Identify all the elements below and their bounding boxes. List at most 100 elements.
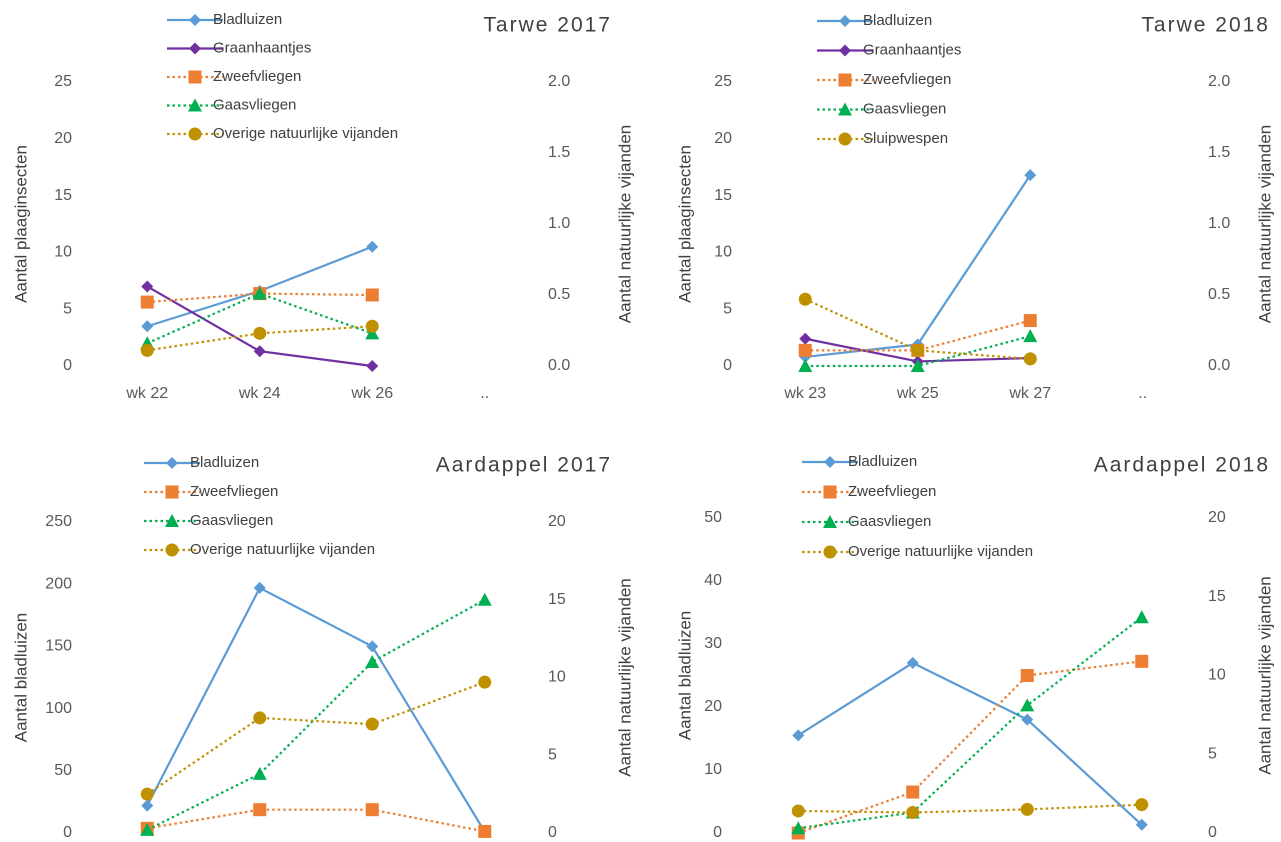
legend-label: Overige natuurlijke vijanden xyxy=(190,541,375,558)
series-line xyxy=(797,661,1143,826)
y-tick-label: 50 xyxy=(54,762,72,779)
legend-marker xyxy=(823,545,837,559)
series-line xyxy=(804,298,1031,360)
legend-marker xyxy=(838,73,852,87)
y2-axis-title: Aantal natuurlijke vijanden xyxy=(1255,576,1274,774)
marker xyxy=(141,280,154,293)
marker xyxy=(911,343,925,357)
marker xyxy=(1020,802,1034,816)
marker xyxy=(140,343,154,357)
marker xyxy=(253,345,266,358)
legend-label: Gaasvliegen xyxy=(190,512,273,529)
x-tick-label: wk 26 xyxy=(350,385,393,402)
y-tick-label: 0 xyxy=(723,357,732,374)
marker xyxy=(1134,610,1149,624)
y-tick-label: 25 xyxy=(714,73,732,90)
legend-marker xyxy=(189,14,201,26)
series-line xyxy=(146,681,486,796)
y-tick-label: 5 xyxy=(63,300,72,317)
series-line xyxy=(798,616,1143,830)
chart-title: Aardappel 2018 xyxy=(1094,454,1270,477)
y-tick-label: 0 xyxy=(63,824,72,841)
marker xyxy=(798,292,812,306)
marker xyxy=(791,821,806,835)
legend-label: Graanhaantjes xyxy=(863,41,961,58)
y2-tick-label: 5 xyxy=(1208,745,1217,762)
marker xyxy=(1021,713,1034,726)
y-tick-label: 40 xyxy=(704,572,722,589)
marker xyxy=(798,343,812,357)
legend-label: Zweefvliegen xyxy=(190,483,278,500)
marker xyxy=(253,581,266,594)
marker xyxy=(140,822,155,836)
y-tick-label: 200 xyxy=(45,575,72,592)
marker xyxy=(366,360,379,372)
marker xyxy=(1023,314,1037,328)
legend-label: Gaasvliegen xyxy=(863,100,946,117)
legend-label: Bladluizen xyxy=(213,11,282,28)
marker xyxy=(792,729,805,742)
y2-tick-label: 1.5 xyxy=(548,144,570,161)
marker xyxy=(366,240,379,253)
marker xyxy=(791,804,805,818)
y2-tick-label: 10 xyxy=(1208,667,1226,684)
y2-tick-label: 2.0 xyxy=(1208,73,1230,90)
legend-marker xyxy=(823,485,837,499)
marker xyxy=(253,803,267,817)
chart-title: Tarwe 2018 xyxy=(1141,14,1270,37)
y-tick-label: 0 xyxy=(713,824,722,841)
legend-marker xyxy=(165,485,179,499)
y-tick-label: 250 xyxy=(45,513,72,530)
y-tick-label: 50 xyxy=(704,509,722,526)
chart-title: Aardappel 2017 xyxy=(436,454,612,477)
marker xyxy=(366,640,379,653)
series-line xyxy=(147,325,373,352)
y-axis-title: Aantal bladluizen xyxy=(11,613,30,742)
y2-tick-label: 5 xyxy=(548,746,557,763)
x-tick-label: .. xyxy=(480,385,489,402)
y2-axis-title: Aantal natuurlijke vijanden xyxy=(1255,125,1274,323)
legend-label: Zweefvliegen xyxy=(213,68,301,85)
marker xyxy=(1135,798,1149,812)
y2-tick-label: 0.0 xyxy=(1208,357,1230,374)
legend-label: Bladluizen xyxy=(848,453,917,470)
y-tick-label: 0 xyxy=(63,357,72,374)
y-axis-title: Aantal plaaginsecten xyxy=(675,145,694,303)
y2-tick-label: 15 xyxy=(548,591,566,608)
y2-tick-label: 0 xyxy=(548,824,557,841)
legend-label: Gaasvliegen xyxy=(213,96,296,113)
y2-axis-title: Aantal natuurlijke vijanden xyxy=(615,578,634,776)
marker xyxy=(1135,818,1148,831)
legend-label: Bladluizen xyxy=(863,12,932,29)
legend-marker xyxy=(838,132,852,146)
y2-tick-label: 2.0 xyxy=(548,73,570,90)
x-tick-label: wk 22 xyxy=(125,385,168,402)
marker xyxy=(141,799,154,812)
y-tick-label: 150 xyxy=(45,638,72,655)
y2-tick-label: 20 xyxy=(1208,509,1226,526)
marker xyxy=(140,295,154,309)
y2-tick-label: 15 xyxy=(1208,588,1226,605)
x-tick-label: wk 25 xyxy=(896,385,939,402)
x-tick-label: wk 27 xyxy=(1008,385,1051,402)
marker xyxy=(906,785,920,799)
marker xyxy=(906,806,920,820)
y2-tick-label: 1.5 xyxy=(1208,144,1230,161)
y-tick-label: 5 xyxy=(723,300,732,317)
y2-tick-label: 10 xyxy=(548,669,566,686)
y-tick-label: 30 xyxy=(704,635,722,652)
y-tick-label: 10 xyxy=(714,244,732,261)
y2-tick-label: 0.5 xyxy=(548,286,570,303)
chart-title: Tarwe 2017 xyxy=(483,14,612,37)
marker xyxy=(477,592,492,606)
y2-tick-label: 20 xyxy=(548,513,566,530)
legend-label: Bladluizen xyxy=(190,454,259,471)
y2-tick-label: 1.0 xyxy=(548,215,570,232)
legend-marker xyxy=(838,102,852,116)
legend-marker xyxy=(189,42,201,55)
y-tick-label: 20 xyxy=(714,130,732,147)
y-tick-label: 15 xyxy=(54,187,72,204)
legend-label: Zweefvliegen xyxy=(848,483,936,500)
y-axis-title: Aantal plaaginsecten xyxy=(11,145,30,303)
